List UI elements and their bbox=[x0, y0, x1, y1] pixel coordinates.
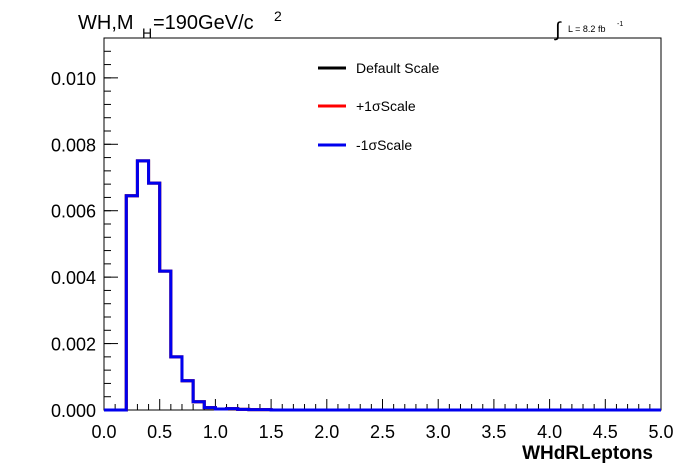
chart-title: WH,M H =190GeV/c 2 bbox=[78, 8, 282, 41]
title-superscript: 2 bbox=[274, 8, 282, 24]
x-tick-label: 0.5 bbox=[147, 422, 172, 442]
legend-label: Default Scale bbox=[356, 60, 439, 76]
series-line bbox=[104, 159, 661, 412]
x-tick-label: 3.5 bbox=[481, 422, 506, 442]
x-tick-label: 1.0 bbox=[203, 422, 228, 442]
y-tick-label: 0.004 bbox=[51, 268, 96, 288]
title-rest: =190GeV/c bbox=[153, 12, 254, 34]
y-tick-label: 0.000 bbox=[51, 401, 96, 421]
luminosity-label: ∫ L = 8.2 fb -1 bbox=[554, 19, 623, 41]
x-axis-title: WHdRLeptons bbox=[522, 443, 653, 464]
y-tick-label: 0.010 bbox=[51, 69, 96, 89]
y-tick-label: 0.006 bbox=[51, 202, 96, 222]
x-tick-label: 4.0 bbox=[537, 422, 562, 442]
x-tick-label: 2.5 bbox=[370, 422, 395, 442]
legend-label: -1σScale bbox=[356, 137, 412, 153]
plot-frame bbox=[103, 37, 662, 411]
title-subscript: H bbox=[142, 25, 152, 41]
series-line bbox=[104, 159, 661, 412]
x-tick-label: 4.5 bbox=[593, 422, 618, 442]
x-axis-ticks: 0.0 0.5 1.0 1.5 2.0 2.5 3.0 3.5 4.0 4.5 5.0 bbox=[91, 399, 674, 442]
x-tick-label: 0.0 bbox=[91, 422, 116, 442]
histogram-series bbox=[104, 159, 661, 412]
series-line bbox=[104, 159, 661, 412]
title-main: WH,M bbox=[78, 12, 134, 34]
legend: Default Scale +1σScale -1σScale bbox=[318, 60, 439, 153]
x-tick-label: 2.0 bbox=[314, 422, 339, 442]
legend-label: +1σScale bbox=[356, 98, 416, 114]
x-tick-label: 1.5 bbox=[259, 422, 284, 442]
y-tick-label: 0.002 bbox=[51, 335, 96, 355]
y-tick-label: 0.008 bbox=[51, 135, 96, 155]
x-tick-label: 5.0 bbox=[648, 422, 673, 442]
lumi-superscript: -1 bbox=[617, 21, 623, 28]
y-axis-ticks: 0.000 0.002 0.004 0.006 0.008 0.010 bbox=[51, 37, 118, 421]
integral-sign: ∫ bbox=[554, 19, 562, 41]
x-tick-label: 3.0 bbox=[426, 422, 451, 442]
lumi-text: L = 8.2 fb bbox=[568, 24, 605, 34]
